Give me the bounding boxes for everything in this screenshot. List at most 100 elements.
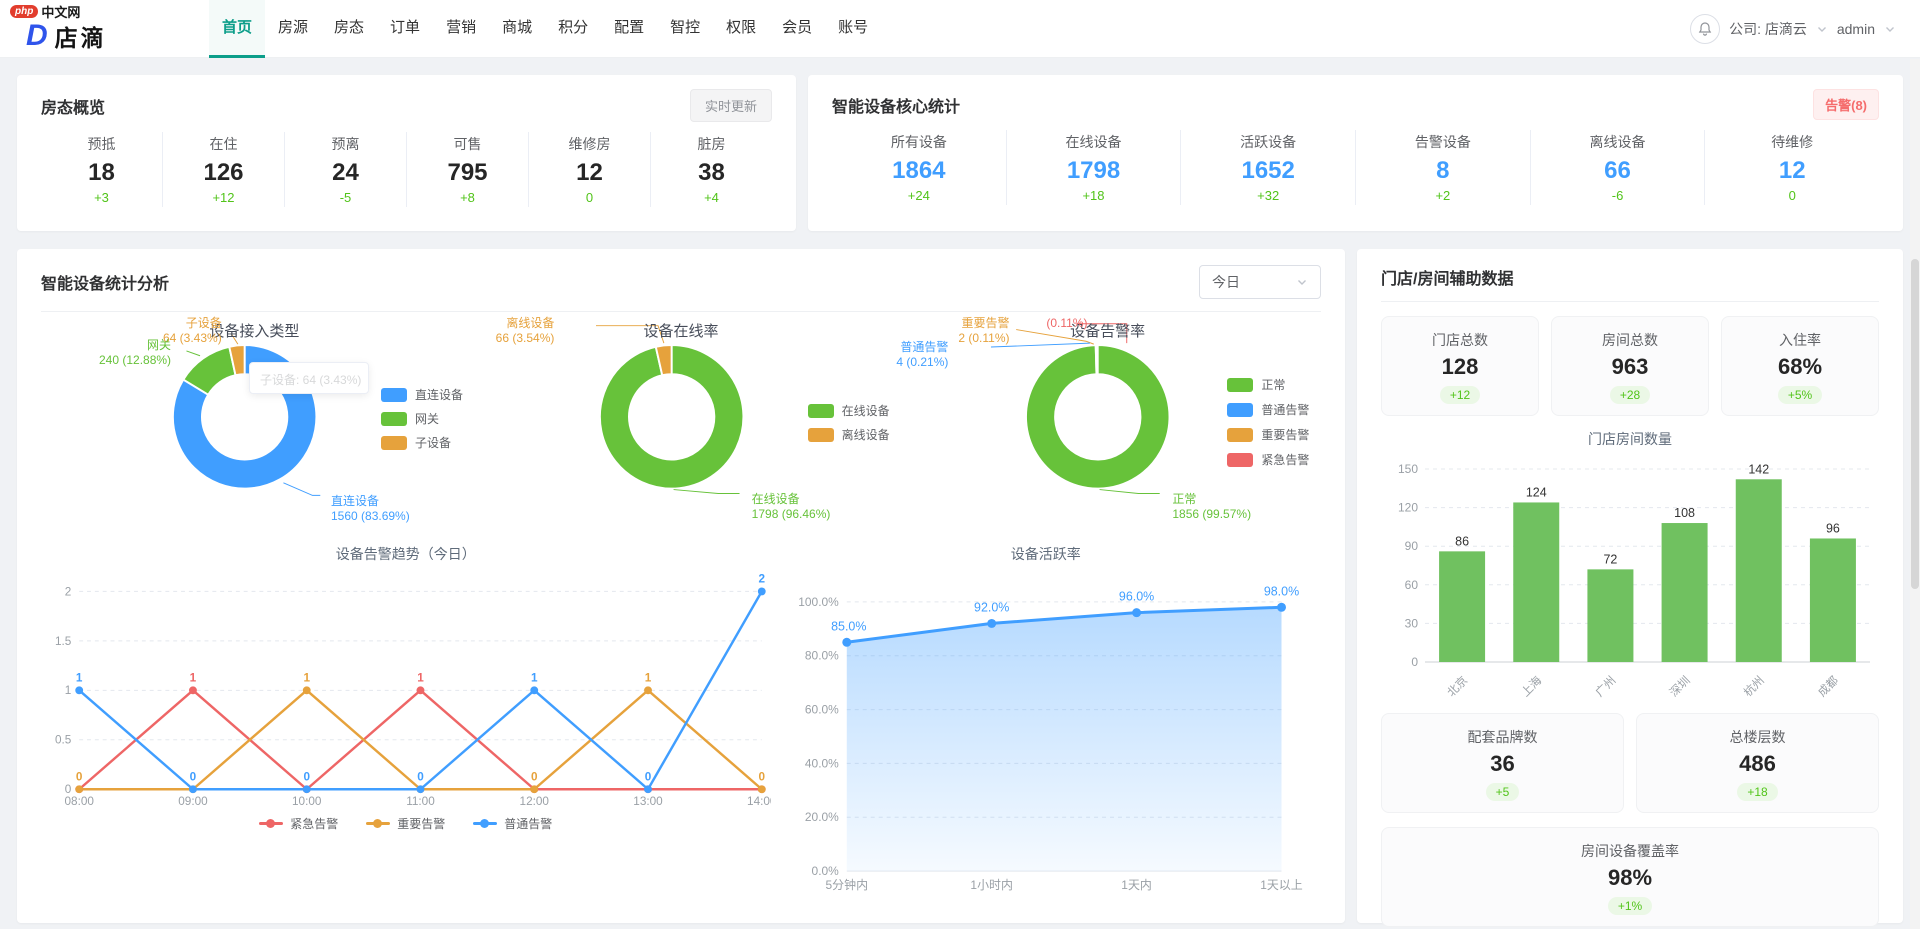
svg-text:142: 142 — [1748, 462, 1769, 476]
bar-成都 — [1809, 538, 1856, 662]
store-bar-title: 门店房间数量 — [1588, 431, 1672, 447]
stat-label: 告警设备 — [1414, 134, 1471, 150]
svg-text:0: 0 — [76, 770, 83, 783]
legend-swatch — [1227, 402, 1254, 417]
legend-item-在线设备[interactable]: 在线设备 — [807, 402, 890, 419]
stat-value: 12 — [1778, 157, 1806, 184]
brand-d-icon: D — [26, 19, 48, 52]
svg-text:1: 1 — [417, 672, 424, 685]
svg-text:1: 1 — [65, 684, 72, 697]
notification-bell-icon[interactable] — [1690, 13, 1721, 44]
svg-text:0: 0 — [190, 770, 197, 783]
nav-item-订单[interactable]: 订单 — [390, 18, 421, 36]
legend-item-紧急告警[interactable]: 紧急告警 — [1227, 451, 1309, 468]
period-select[interactable]: 今日 — [1199, 265, 1321, 299]
legend-item-离线设备[interactable]: 离线设备 — [807, 426, 890, 443]
svg-text:90: 90 — [1405, 539, 1419, 553]
svg-text:86: 86 — [1455, 534, 1469, 548]
mini-stat-value: 486 — [1739, 751, 1776, 776]
stat-value: 8 — [1436, 157, 1450, 184]
stat-label: 待维修 — [1771, 134, 1814, 150]
legend-line-icon — [366, 818, 391, 828]
stat-value: 1798 — [1066, 157, 1121, 184]
svg-text:2: 2 — [758, 573, 765, 586]
svg-text:0: 0 — [531, 770, 538, 783]
nav-item-智控[interactable]: 智控 — [670, 18, 701, 36]
svg-text:12:00: 12:00 — [520, 795, 550, 808]
activity-rate-plot: 0.0% 20.0% 40.0% 60.0% 80.0% 100.0% 5分钟内 1小时内 1天… — [798, 584, 1303, 892]
legend-item-普通告警[interactable]: 普通告警 — [1227, 401, 1309, 418]
donut-charts-row: 设备接入类型 子设备 64 (3.43%) 网关 240 (12.88%) 直连设备 156… — [41, 316, 1321, 530]
realtime-update-button[interactable]: 实时更新 — [689, 89, 772, 122]
divider — [1381, 301, 1879, 302]
nav-item-配置[interactable]: 配置 — [614, 18, 645, 36]
chevron-down-icon — [1884, 23, 1896, 35]
alarm-badge[interactable]: 告警(8) — [1813, 89, 1879, 120]
donut-callout-离线设备: 离线设备 66 (3.54%) — [495, 316, 555, 345]
nav-item-房源[interactable]: 房源 — [278, 18, 309, 36]
trend-point — [757, 785, 766, 794]
donut-slice-正常 — [1025, 344, 1171, 490]
svg-text:08:00: 08:00 — [65, 795, 95, 808]
trend-legend-重要告警[interactable]: 重要告警 — [366, 815, 445, 832]
company-selector[interactable]: 公司: 店滴云 — [1729, 20, 1807, 37]
svg-text:1: 1 — [190, 672, 197, 685]
legend-swatch — [381, 387, 407, 402]
nav-item-权限[interactable]: 权限 — [726, 18, 757, 36]
bar-上海 — [1513, 502, 1560, 662]
svg-text:150: 150 — [1398, 462, 1418, 476]
legend-label: 网关 — [415, 412, 440, 426]
legend-item-网关[interactable]: 网关 — [381, 410, 439, 427]
trend-legend-紧急告警[interactable]: 紧急告警 — [259, 815, 338, 832]
page-scrollbar[interactable] — [1910, 59, 1920, 929]
legend-item-重要告警[interactable]: 重要告警 — [1227, 426, 1309, 443]
svg-text:124: 124 — [1526, 485, 1547, 499]
legend-swatch — [1227, 377, 1254, 392]
trend-point — [644, 686, 652, 695]
nav-item-账号[interactable]: 账号 — [838, 18, 869, 36]
nav-item-房态[interactable]: 房态 — [334, 18, 365, 36]
stat-label: 活跃设备 — [1240, 134, 1297, 150]
legend-dot-icon — [373, 818, 383, 828]
stat-label: 预离 — [331, 136, 360, 152]
divider — [41, 311, 1321, 312]
nav-item-首页[interactable]: 首页 — [209, 0, 266, 58]
scrollbar-thumb[interactable] — [1911, 259, 1919, 589]
svg-text:5分钟内: 5分钟内 — [825, 877, 868, 892]
alarm-trend-title: 设备告警趋势（今日） — [335, 546, 476, 562]
stat-delta: -6 — [1611, 188, 1624, 203]
svg-text:0: 0 — [758, 770, 765, 783]
label-leader-line — [1076, 323, 1128, 344]
php-logo-icon: php — [10, 5, 39, 18]
legend-item-直连设备[interactable]: 直连设备 — [381, 386, 463, 403]
activity-rate-title: 设备活跃率 — [1010, 546, 1081, 562]
trend-legend-普通告警[interactable]: 普通告警 — [473, 815, 552, 832]
svg-text:1: 1 — [645, 672, 652, 685]
stat-label: 离线设备 — [1589, 134, 1646, 150]
mini-stat-value: 36 — [1490, 751, 1515, 776]
trend-point — [530, 686, 539, 695]
nav-item-积分[interactable]: 积分 — [558, 18, 589, 36]
donut-title: 设备接入类型 — [209, 323, 300, 340]
donut-title: 设备告警率 — [1070, 323, 1146, 340]
nav-item-会员[interactable]: 会员 — [782, 18, 813, 36]
legend-item-正常[interactable]: 正常 — [1227, 376, 1285, 393]
stat-value: 795 — [447, 159, 488, 186]
mini-stat-房间总数: 房间总数 963 +28 — [1551, 316, 1709, 416]
mini-stat-总楼层数: 总楼层数 486 +18 — [1636, 713, 1879, 813]
user-menu[interactable]: admin — [1836, 20, 1875, 37]
nav-item-营销[interactable]: 营销 — [446, 18, 477, 36]
stat-delta: +8 — [460, 190, 475, 205]
mini-stat-label: 门店总数 — [1432, 332, 1488, 348]
activity-point — [1131, 608, 1141, 618]
mini-stat-房间设备覆盖率: 房间设备覆盖率 98% +1% — [1381, 827, 1879, 927]
legend-item-子设备[interactable]: 子设备 — [381, 434, 451, 451]
donut-slice-在线设备 — [598, 344, 745, 490]
svg-text:上海: 上海 — [1518, 673, 1545, 699]
mini-stat-门店总数: 门店总数 128 +12 — [1381, 316, 1539, 416]
legend-swatch — [381, 435, 407, 450]
device-core-title: 智能设备核心统计 — [832, 98, 961, 116]
stat-delta: +18 — [1082, 188, 1105, 203]
nav-item-商城[interactable]: 商城 — [502, 18, 533, 36]
legend-label: 子设备 — [415, 436, 452, 450]
